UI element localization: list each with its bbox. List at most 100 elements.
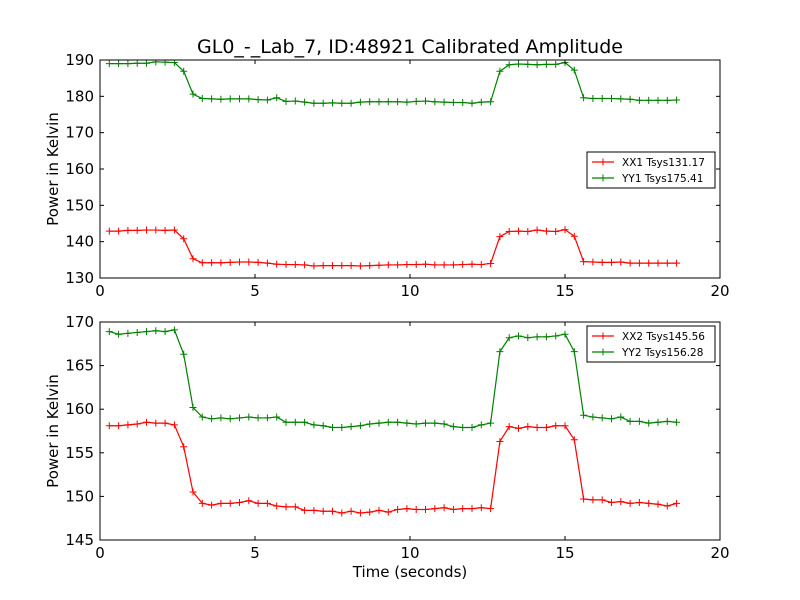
data-point: [319, 262, 327, 270]
data-point: [301, 98, 309, 106]
data-point: [198, 95, 206, 103]
data-point: [635, 259, 643, 267]
data-point: [254, 258, 262, 266]
data-point: [449, 99, 457, 107]
data-point: [291, 503, 299, 511]
data-point: [552, 227, 560, 235]
data-point: [431, 261, 439, 269]
data-point: [329, 99, 336, 107]
data-point: [589, 413, 597, 421]
data-point: [431, 419, 439, 427]
x-tick-label: 20: [710, 282, 729, 300]
data-point: [310, 506, 318, 514]
data-point: [143, 60, 150, 67]
data-point: [105, 227, 113, 235]
data-point: [366, 420, 374, 428]
legend: XX2 Tsys145.56 YY2 Tsys156.28: [586, 325, 716, 363]
legend-marker: [599, 158, 607, 166]
data-point: [375, 506, 383, 514]
data-point: [356, 422, 364, 430]
legend-label: XX1 Tsys131.17: [622, 157, 705, 169]
data-point: [217, 414, 225, 422]
data-point: [329, 507, 336, 515]
data-point: [282, 418, 290, 426]
data-point: [524, 334, 532, 342]
data-point: [626, 95, 634, 103]
data-point: [291, 97, 299, 105]
data-point: [440, 98, 448, 106]
data-point: [236, 258, 243, 266]
legend-item: YY2 Tsys156.28: [592, 347, 703, 359]
subplot-1: 0 5 10 15 20 130 140 150 160 170 180 190 Power in Ke…: [44, 51, 730, 300]
data-point: [245, 497, 253, 505]
data-point: [580, 258, 588, 266]
data-point: [403, 98, 411, 106]
data-point: [440, 420, 448, 428]
data-point: [236, 414, 243, 422]
data-point: [273, 413, 281, 421]
data-point: [124, 60, 132, 68]
data-point: [403, 505, 411, 513]
y-tick-label: 170: [65, 313, 94, 331]
data-point: [208, 501, 216, 509]
data-point: [645, 419, 653, 427]
data-point: [673, 259, 681, 267]
data-point: [617, 498, 625, 506]
data-point: [515, 227, 522, 235]
data-point: [394, 98, 402, 106]
data-point: [273, 94, 281, 102]
data-point: [598, 414, 606, 422]
data-point: [152, 327, 160, 335]
data-point: [635, 417, 643, 425]
data-point: [384, 418, 392, 426]
data-point: [291, 261, 299, 269]
data-point: [347, 99, 355, 107]
data-point: [617, 258, 625, 266]
data-point: [459, 261, 467, 269]
data-point: [468, 99, 476, 107]
y-tick-label: 150: [65, 196, 94, 214]
y-tick-label: 150: [65, 487, 94, 505]
chart-title: GL0_-_Lab_7, ID:48921 Calibrated Amplitu…: [197, 36, 623, 58]
data-point: [319, 507, 327, 515]
x-tick-label: 10: [400, 282, 419, 300]
data-point: [533, 226, 541, 234]
data-point: [189, 90, 197, 98]
data-point: [403, 261, 411, 269]
data-point: [477, 98, 485, 106]
y-tick-label: 190: [65, 51, 94, 69]
data-point: [608, 499, 615, 507]
data-point: [226, 499, 234, 507]
data-point: [468, 505, 476, 513]
data-point: [170, 421, 178, 429]
data-point: [384, 98, 392, 106]
x-tick-label: 15: [555, 544, 574, 562]
data-point: [217, 95, 225, 103]
data-point: [524, 60, 532, 68]
data-point: [505, 61, 513, 69]
data-point: [180, 443, 188, 451]
data-point: [505, 423, 513, 431]
legend-label: YY2 Tsys156.28: [621, 347, 703, 359]
data-point: [654, 259, 662, 267]
data-point: [115, 330, 123, 338]
legend-item: XX2 Tsys145.56: [592, 331, 705, 343]
y-tick-label: 160: [65, 160, 94, 178]
y-tick-label: 170: [65, 124, 94, 142]
x-tick-label: 5: [250, 282, 260, 300]
data-point: [580, 495, 588, 503]
data-point: [589, 496, 597, 504]
data-point: [366, 98, 374, 106]
x-axis-label: Time (seconds): [352, 563, 468, 581]
y-tick-label: 130: [65, 269, 94, 287]
data-point: [152, 226, 160, 234]
data-point: [487, 505, 495, 513]
data-point: [459, 505, 467, 513]
data-point: [533, 61, 541, 69]
data-point: [375, 98, 383, 106]
data-point: [459, 424, 467, 432]
data-point: [366, 508, 374, 516]
data-point: [422, 505, 429, 513]
data-point: [301, 506, 309, 514]
